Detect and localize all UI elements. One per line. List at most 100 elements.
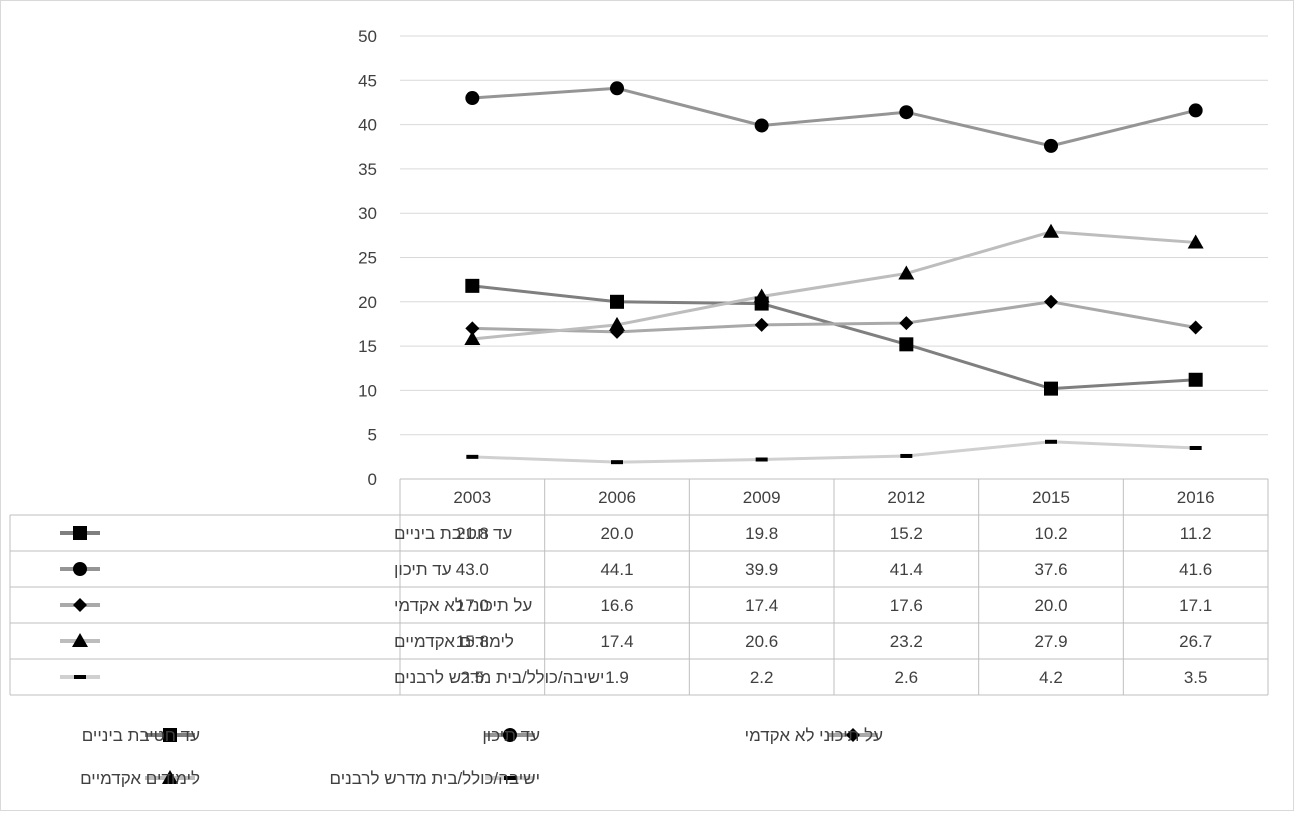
data-point-s2-2009 — [754, 118, 769, 133]
data-label-s4-2015: 27.9 — [1034, 632, 1067, 651]
table-row-key-marker-2 — [73, 562, 87, 576]
data-point-s1-2016 — [1188, 372, 1203, 387]
data-label-s3-2016: 17.1 — [1179, 596, 1212, 615]
series-line-5 — [472, 440, 1196, 464]
data-label-s1-2009: 19.8 — [745, 524, 778, 543]
data-label-s4-2012: 23.2 — [890, 632, 923, 651]
x-tick-label-2015: 2015 — [1032, 488, 1070, 507]
data-label-s1-2012: 15.2 — [890, 524, 923, 543]
table-row-label-5: ישיבה/כולל/בית מדרש לרבנים — [394, 668, 604, 687]
data-point-s2-2003 — [465, 91, 480, 106]
data-point-s2-2016 — [1188, 103, 1203, 118]
table-row-key-marker-5 — [74, 675, 86, 679]
y-tick-label-10: 10 — [358, 381, 377, 400]
y-tick-label-25: 25 — [358, 249, 377, 268]
table-row-label-3: על תיכוני לא אקדמי — [394, 596, 532, 615]
data-point-s5-2006 — [611, 460, 623, 465]
data-point-s5-2003 — [466, 454, 479, 459]
series-markers — [464, 81, 1204, 465]
data-point-s3-2009 — [754, 317, 769, 332]
data-point-s1-2006 — [610, 294, 624, 309]
legend: עד חטיבת ביניים עד תיכון על תיכוני לא אקדמ… — [80, 726, 883, 788]
data-label-s2-2012: 41.4 — [890, 560, 923, 579]
data-point-s4-2009 — [753, 288, 770, 303]
legend-key-marker-3 — [846, 728, 860, 742]
table-row-key-marker-1 — [73, 526, 87, 540]
data-point-s4-2006 — [609, 316, 625, 331]
data-point-s2-2015 — [1044, 138, 1058, 153]
data-point-s3-2012 — [899, 316, 914, 331]
series-line-3 — [472, 300, 1196, 334]
data-label-s5-2006: 1.9 — [605, 668, 629, 687]
data-point-s5-2015 — [1045, 439, 1057, 444]
data-label-s5-2003: 2.5 — [461, 668, 485, 687]
data-label-s1-2003: 21.8 — [456, 524, 489, 543]
data-label-s5-2012: 2.6 — [895, 668, 919, 687]
x-tick-label-2003: 2003 — [453, 488, 491, 507]
series-lines — [472, 86, 1197, 464]
legend-key-marker-5 — [504, 776, 516, 780]
data-label-s4-2009: 20.6 — [745, 632, 778, 651]
y-tick-label-50: 50 — [358, 27, 377, 46]
y-tick-label-20: 20 — [358, 293, 377, 312]
y-tick-label-15: 15 — [358, 337, 377, 356]
y-tick-label-40: 40 — [358, 116, 377, 135]
data-point-s1-2015 — [1044, 381, 1058, 396]
data-label-s2-2009: 39.9 — [745, 560, 778, 579]
data-label-s1-2016: 11.2 — [1180, 524, 1212, 543]
series-line-4 — [472, 230, 1196, 341]
data-label-s3-2006: 16.6 — [600, 596, 633, 615]
data-label-s5-2016: 3.5 — [1184, 668, 1208, 687]
data-label-s3-2003: 17.0 — [456, 596, 489, 615]
data-label-s2-2006: 44.1 — [600, 560, 633, 579]
data-label-s1-2006: 20.0 — [600, 524, 633, 543]
legend-label-3: על תיכוני לא אקדמי — [745, 726, 883, 745]
legend-label-2: עד תיכון — [482, 726, 540, 745]
data-point-s4-2012 — [898, 265, 915, 280]
data-label-s3-2009: 17.4 — [745, 596, 778, 615]
table-row-label-4: לימודים אקדמיים — [394, 632, 514, 651]
data-point-s5-2009 — [755, 457, 768, 462]
data-point-s1-2012 — [899, 337, 914, 352]
data-point-s3-2003 — [465, 321, 480, 336]
data-label-s4-2016: 26.7 — [1179, 632, 1212, 651]
data-label-s1-2015: 10.2 — [1034, 524, 1067, 543]
x-tick-label-2012: 2012 — [887, 488, 925, 507]
data-label-s2-2015: 37.6 — [1034, 560, 1067, 579]
y-axis: 0 5 10 15 20 25 30 35 40 45 50 — [358, 27, 377, 489]
legend-label-1: עד חטיבת ביניים — [82, 726, 200, 745]
legend-key-marker-2 — [503, 728, 517, 742]
y-tick-label-0: 0 — [368, 470, 377, 489]
gridlines — [400, 35, 1268, 480]
x-tick-label-2016: 2016 — [1177, 488, 1215, 507]
data-point-s4-2003 — [464, 331, 481, 346]
data-label-s4-2003: 15.8 — [456, 632, 489, 651]
y-tick-label-45: 45 — [358, 71, 377, 90]
y-tick-label-30: 30 — [358, 204, 377, 223]
data-point-s5-2012 — [900, 453, 913, 458]
legend-label-5: ישיבה/כולל/בית מדרש לרבנים — [330, 769, 540, 788]
data-label-s3-2012: 17.6 — [890, 596, 923, 615]
table-row-key-marker-3 — [73, 598, 87, 612]
data-point-s5-2016 — [1189, 445, 1202, 450]
data-point-s3-2015 — [1044, 294, 1058, 309]
data-label-s5-2009: 2.2 — [750, 668, 774, 687]
data-point-s4-2015 — [1043, 223, 1059, 238]
x-tick-label-2006: 2006 — [598, 488, 636, 507]
table-row-key-marker-4 — [72, 633, 88, 647]
data-point-s2-2006 — [610, 81, 624, 96]
data-label-s4-2006: 17.4 — [600, 632, 633, 651]
data-point-s1-2003 — [465, 278, 480, 293]
data-point-s3-2016 — [1188, 320, 1203, 335]
data-label-s5-2015: 4.2 — [1039, 668, 1063, 687]
data-label-s2-2016: 41.6 — [1179, 560, 1212, 579]
legend-key-marker-4 — [162, 770, 178, 784]
x-tick-label-2009: 2009 — [743, 488, 781, 507]
legend-key-marker-1 — [163, 728, 177, 742]
table-row-label-1: עד חטיבת ביניים — [394, 524, 512, 543]
legend-label-4: לימודים אקדמיים — [80, 769, 200, 788]
y-tick-label-5: 5 — [368, 426, 377, 445]
